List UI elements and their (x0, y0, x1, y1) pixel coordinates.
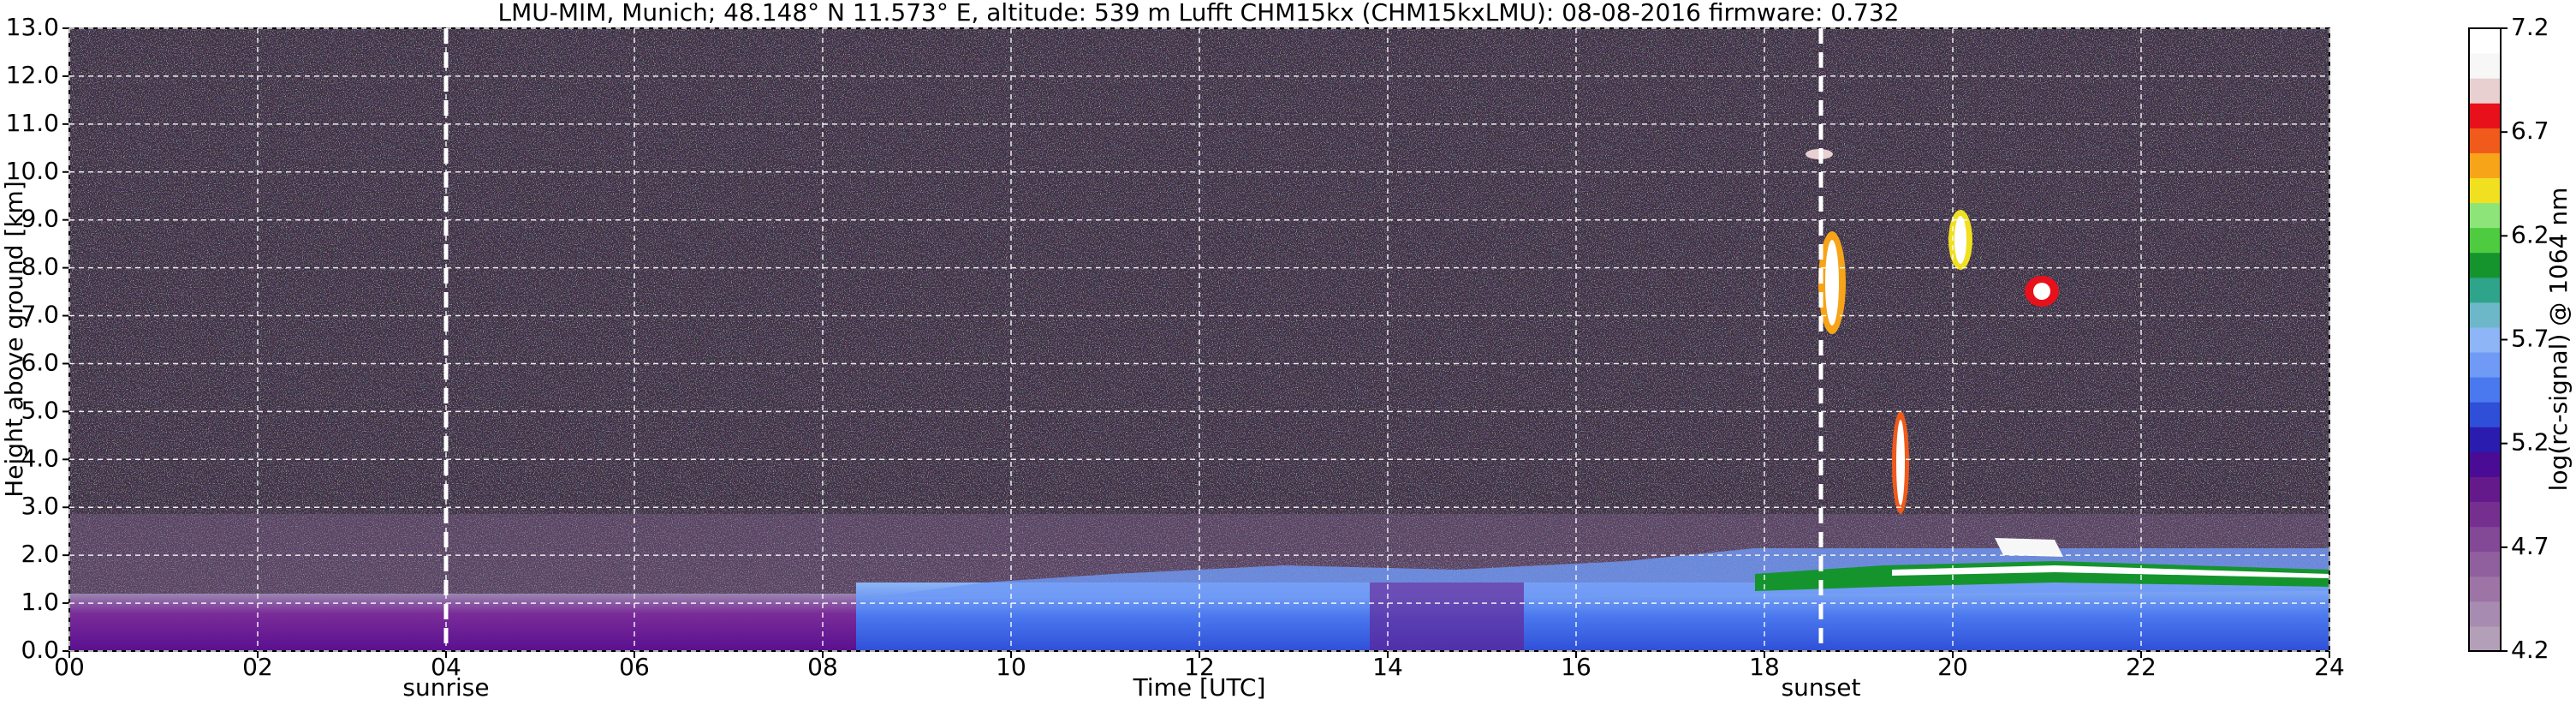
x-tick-label: 08 (807, 653, 838, 681)
boundary-layer (69, 594, 874, 651)
y-tick-label: 2.0 (21, 540, 59, 568)
x-tick-label: 24 (2314, 653, 2345, 681)
colorbar-tick-label: 4.2 (2511, 636, 2549, 664)
colorbar-segment (2469, 427, 2501, 452)
colorbar-segment (2469, 128, 2501, 153)
colorbar-segment (2469, 377, 2501, 403)
y-axis-label: Height above ground [km] (0, 181, 28, 498)
colorbar-segment (2469, 451, 2501, 477)
cloud (1896, 420, 1905, 505)
y-tick-label: 12.0 (6, 61, 59, 89)
colorbar-segment (2469, 252, 2501, 278)
colorbar-segment (2469, 501, 2501, 528)
colorbar-segment (2469, 227, 2501, 254)
x-tick-label: 18 (1749, 653, 1780, 681)
x-axis-label: Time [UTC] (1133, 673, 1266, 702)
x-tick-label: 20 (1937, 653, 1968, 681)
colorbar-tick-label: 5.2 (2511, 428, 2549, 457)
cloud-base (1892, 565, 2329, 578)
y-tick-label: 0.0 (21, 636, 59, 664)
mixing-layer (856, 548, 2329, 600)
colorbar-segment (2469, 28, 2501, 54)
x-tick-label: 02 (242, 653, 273, 681)
colorbar-segment (2469, 352, 2501, 378)
y-tick-label: 3.0 (21, 492, 59, 520)
cloud (1954, 216, 1966, 264)
colorbar-segment (2469, 78, 2501, 104)
y-tick-label: 9.0 (21, 205, 59, 233)
y-tick-label: 6.0 (21, 348, 59, 376)
colorbar-segment (2469, 277, 2501, 303)
colorbar-segment (2469, 526, 2501, 553)
colorbar-segment (2469, 600, 2501, 627)
x-tick-label: 00 (54, 653, 85, 681)
y-tick-label: 8.0 (21, 253, 59, 281)
x-tick-label: 14 (1372, 653, 1403, 681)
x-tick-label: 04 (431, 653, 461, 681)
y-tick-label: 4.0 (21, 444, 59, 472)
x-tick-label: 12 (1184, 653, 1215, 681)
colorbar-segment (2469, 551, 2501, 577)
y-tick-label: 1.0 (21, 588, 59, 616)
chart-title: LMU-MIM, Munich; 48.148° N 11.573° E, al… (498, 0, 1900, 27)
x-tick-label: 22 (2126, 653, 2157, 681)
x-tick-label: 10 (996, 653, 1026, 681)
colorbar-segment (2469, 177, 2501, 204)
colorbar-tick-label: 7.2 (2511, 13, 2549, 41)
y-tick-label: 13.0 (6, 13, 59, 41)
cloud (1825, 240, 1839, 326)
event-label: sunset (1782, 673, 1861, 702)
colorbar-segment (2469, 326, 2501, 353)
colorbar-segment (2469, 576, 2501, 602)
y-tick-label: 7.0 (21, 301, 59, 329)
residual-layer (1370, 583, 1524, 651)
y-tick-label: 11.0 (6, 109, 59, 137)
event-label: sunrise (402, 673, 489, 702)
x-tick-label: 16 (1561, 653, 1591, 681)
colorbar-segment (2469, 53, 2501, 79)
x-tick-label: 06 (619, 653, 650, 681)
colorbar-segment (2469, 152, 2501, 178)
cloud (1995, 538, 2063, 557)
colorbar-segment (2469, 476, 2501, 503)
colorbar-segment (2469, 202, 2501, 229)
colorbar-tick-label: 6.2 (2511, 220, 2549, 248)
colorbar-segment (2469, 625, 2501, 652)
colorbar-label: log(rc-signal) @ 1064 nm (2544, 188, 2573, 492)
colorbar-segment (2469, 302, 2501, 328)
colorbar-segment (2469, 103, 2501, 128)
y-tick-label: 5.0 (21, 396, 59, 424)
colorbar-tick-label: 4.7 (2511, 532, 2549, 560)
cloud-base (1755, 561, 2329, 591)
cloud (2033, 283, 2050, 300)
colorbar-tick-label: 5.7 (2511, 325, 2549, 353)
y-tick-label: 10.0 (6, 157, 59, 185)
colorbar-tick-label: 6.7 (2511, 117, 2549, 145)
colorbar-segment (2469, 402, 2501, 427)
